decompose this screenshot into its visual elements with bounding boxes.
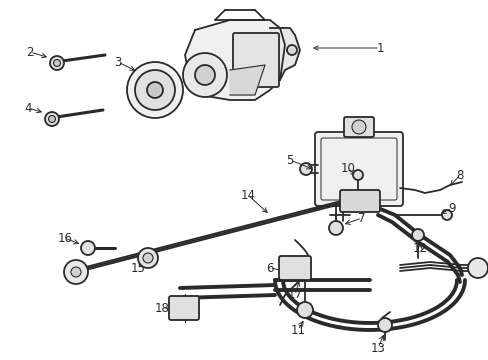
FancyBboxPatch shape: [339, 190, 379, 212]
Text: 9: 9: [447, 202, 455, 215]
Circle shape: [64, 260, 88, 284]
Circle shape: [71, 267, 81, 277]
Polygon shape: [184, 20, 285, 100]
Text: 5: 5: [286, 153, 293, 166]
Text: 8: 8: [455, 168, 463, 181]
Circle shape: [81, 241, 95, 255]
Circle shape: [411, 229, 423, 241]
Text: 3: 3: [114, 55, 122, 68]
Circle shape: [142, 253, 153, 263]
Circle shape: [441, 210, 451, 220]
Circle shape: [352, 170, 362, 180]
FancyBboxPatch shape: [314, 132, 402, 206]
Circle shape: [299, 163, 311, 175]
Circle shape: [467, 258, 487, 278]
Text: 1: 1: [375, 41, 383, 54]
Text: 16: 16: [58, 231, 72, 244]
Circle shape: [183, 53, 226, 97]
Text: 15: 15: [130, 261, 145, 274]
FancyBboxPatch shape: [343, 117, 373, 137]
Circle shape: [351, 120, 365, 134]
Text: 18: 18: [154, 302, 169, 315]
Text: 6: 6: [265, 261, 273, 274]
Text: 12: 12: [412, 242, 427, 255]
Circle shape: [296, 302, 312, 318]
Text: 17: 17: [287, 288, 302, 302]
Circle shape: [48, 116, 55, 122]
FancyBboxPatch shape: [279, 256, 310, 280]
Text: 10: 10: [340, 162, 355, 175]
Text: 4: 4: [24, 102, 32, 114]
Text: 14: 14: [240, 189, 255, 202]
Polygon shape: [229, 65, 264, 95]
FancyBboxPatch shape: [232, 33, 279, 87]
Circle shape: [50, 56, 64, 70]
Circle shape: [147, 82, 163, 98]
Circle shape: [286, 45, 296, 55]
Text: 2: 2: [26, 45, 34, 59]
Circle shape: [377, 318, 391, 332]
Circle shape: [138, 248, 158, 268]
Circle shape: [53, 59, 61, 67]
Text: 7: 7: [358, 212, 365, 225]
Text: 13: 13: [370, 342, 385, 355]
Circle shape: [127, 62, 183, 118]
Circle shape: [195, 65, 215, 85]
FancyBboxPatch shape: [169, 296, 199, 320]
Circle shape: [45, 112, 59, 126]
Circle shape: [328, 221, 342, 235]
Polygon shape: [269, 28, 299, 80]
Circle shape: [135, 70, 175, 110]
Text: 11: 11: [290, 324, 305, 337]
